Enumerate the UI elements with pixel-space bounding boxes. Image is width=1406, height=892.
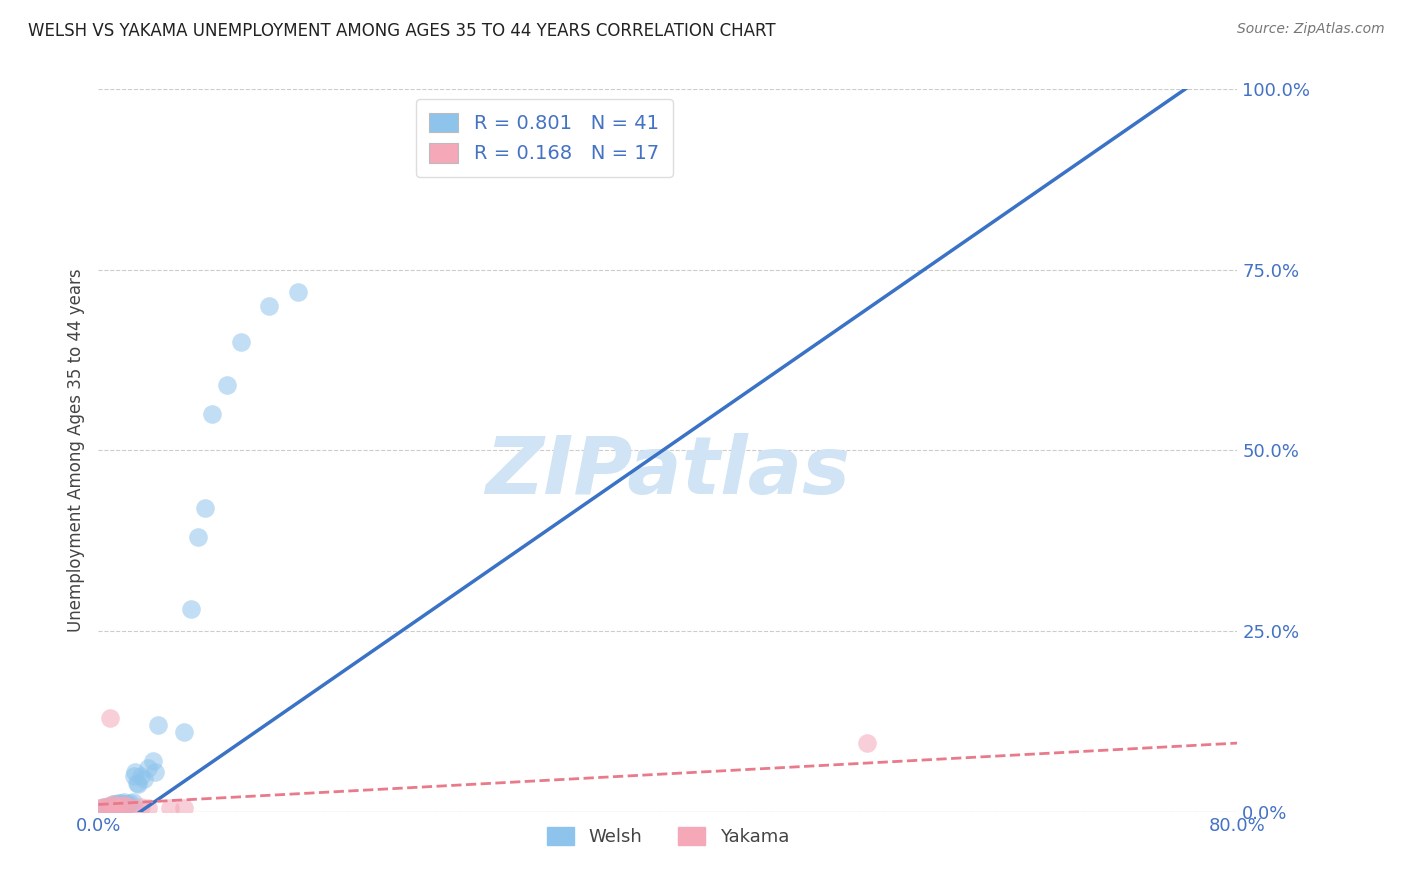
Point	[141, 754, 163, 768]
Point	[132, 772, 155, 787]
Point	[159, 801, 181, 815]
Point	[115, 799, 138, 814]
Point	[129, 800, 152, 814]
Point	[187, 530, 209, 544]
Point	[104, 799, 127, 814]
Point	[97, 799, 120, 814]
Legend: Welsh, Yakama: Welsh, Yakama	[540, 820, 796, 854]
Point	[94, 801, 117, 815]
Point	[90, 801, 112, 815]
Point	[125, 776, 148, 790]
Point	[110, 799, 132, 814]
Point	[215, 378, 238, 392]
Point	[180, 602, 202, 616]
Point	[101, 799, 124, 814]
Point	[91, 800, 114, 814]
Point	[129, 769, 152, 783]
Text: Source: ZipAtlas.com: Source: ZipAtlas.com	[1237, 22, 1385, 37]
Point	[121, 795, 143, 809]
Point	[122, 801, 145, 815]
Point	[108, 797, 131, 812]
Point	[287, 285, 309, 299]
Point	[145, 764, 167, 779]
Point	[101, 797, 124, 812]
Point	[101, 797, 124, 812]
Point	[118, 796, 141, 810]
Point	[94, 799, 117, 814]
Point	[148, 718, 170, 732]
Text: WELSH VS YAKAMA UNEMPLOYMENT AMONG AGES 35 TO 44 YEARS CORRELATION CHART: WELSH VS YAKAMA UNEMPLOYMENT AMONG AGES …	[28, 22, 776, 40]
Point	[201, 407, 224, 421]
Point	[100, 799, 122, 814]
Point	[115, 797, 138, 812]
Point	[124, 764, 146, 779]
Point	[112, 795, 135, 809]
Point	[107, 799, 129, 814]
Point	[107, 796, 129, 810]
Text: ZIPatlas: ZIPatlas	[485, 434, 851, 511]
Point	[98, 799, 121, 814]
Point	[259, 299, 281, 313]
Y-axis label: Unemployment Among Ages 35 to 44 years: Unemployment Among Ages 35 to 44 years	[66, 268, 84, 632]
Point	[122, 769, 145, 783]
Point	[96, 799, 118, 814]
Point	[104, 797, 127, 812]
Point	[856, 736, 879, 750]
Point	[173, 725, 195, 739]
Point	[173, 801, 195, 815]
Point	[111, 797, 134, 811]
Point	[89, 801, 111, 815]
Point	[117, 797, 139, 811]
Point	[136, 801, 159, 815]
Point	[114, 797, 136, 812]
Point	[103, 798, 125, 813]
Point	[194, 501, 217, 516]
Point	[93, 800, 115, 814]
Point	[136, 761, 159, 775]
Point	[127, 777, 149, 791]
Point	[110, 796, 132, 810]
Point	[105, 797, 128, 811]
Point	[97, 800, 120, 814]
Point	[112, 798, 135, 813]
Point	[229, 334, 252, 349]
Point	[98, 711, 121, 725]
